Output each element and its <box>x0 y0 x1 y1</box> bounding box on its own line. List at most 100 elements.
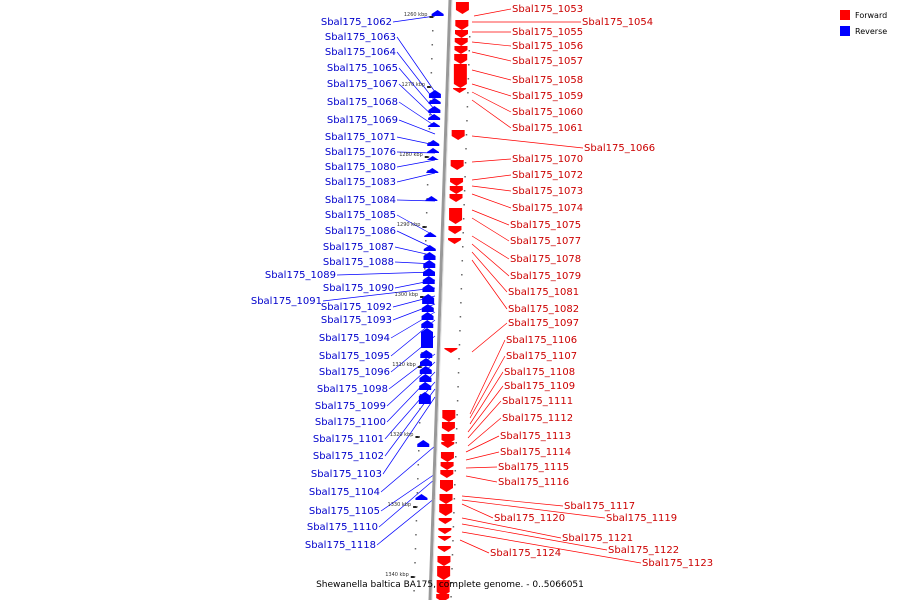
forward-gene-arrow <box>440 470 454 478</box>
reverse-gene-arrow <box>415 494 428 500</box>
gene-label-forward: Sbal175_1053 <box>512 4 583 15</box>
track-dot <box>461 260 464 262</box>
track-dot <box>421 352 423 354</box>
track-dot <box>467 78 470 80</box>
forward-gene-arrow <box>440 462 454 470</box>
reverse-gene-arrow <box>431 10 444 16</box>
forward-gene-arrow <box>449 186 463 194</box>
reverse-gene-arrow <box>421 304 434 312</box>
leader-line-forward <box>461 495 564 507</box>
leader-line-forward <box>471 235 510 260</box>
track-dot <box>416 506 418 508</box>
forward-gene-arrow <box>453 64 467 88</box>
gene-label-forward: Sbal175_1106 <box>506 335 577 346</box>
track-dot <box>423 296 425 298</box>
forward-gene-arrow <box>455 2 469 14</box>
gene-label-forward: Sbal175_1111 <box>502 396 573 407</box>
leader-line-forward <box>471 251 508 293</box>
leader-line-reverse <box>396 172 436 183</box>
kbp-ticks: 1260 kbp 1270 kbp 1280 kbp 1290 kbp 1300 kbp… <box>385 12 471 598</box>
gene-label-forward: Sbal175_1059 <box>512 91 583 102</box>
leader-line-forward <box>471 83 512 97</box>
leader-line-reverse <box>382 396 436 475</box>
gene-label-reverse: Sbal175_1088 <box>323 257 394 268</box>
gene-label-reverse: Sbal175_1084 <box>325 195 396 206</box>
leader-line-reverse <box>322 287 436 302</box>
gene-label-forward: Sbal175_1109 <box>504 381 575 392</box>
gene-label-forward: Sbal175_1097 <box>508 318 579 329</box>
reverse-gene-arrow <box>421 312 434 320</box>
gene-label-forward: Sbal175_1073 <box>512 186 583 197</box>
track-dot <box>419 408 421 410</box>
tick-mark <box>417 366 422 368</box>
forward-gene-arrow <box>441 442 455 448</box>
forward-gene-arrow <box>437 556 451 566</box>
forward-gene-arrow <box>441 422 455 432</box>
leader-line-reverse <box>384 381 436 440</box>
gene-label-reverse: Sbal175_1098 <box>317 384 388 395</box>
forward-gene-arrow <box>438 518 452 524</box>
leader-line-forward <box>467 385 504 433</box>
gene-label-forward: Sbal175_1121 <box>562 533 633 544</box>
leader-line-reverse <box>392 15 436 23</box>
reverse-gene-arrow <box>421 320 434 328</box>
reverse-gene-arrow <box>420 350 433 358</box>
leader-line-forward <box>471 209 510 226</box>
track-dot <box>420 366 423 368</box>
leader-line-forward <box>465 451 500 461</box>
gene-label-reverse: Sbal175_1110 <box>307 522 378 533</box>
track-dot <box>431 44 434 46</box>
leader-line-forward <box>469 371 504 425</box>
gene-label-reverse: Sbal175_1103 <box>311 469 382 480</box>
forward-gene-arrow <box>437 566 451 580</box>
gene-label-forward: Sbal175_1124 <box>490 548 561 559</box>
gene-labels: Sbal175_1062 Sbal175_1063 Sbal175_1064 Sbal… <box>251 4 713 569</box>
gene-label-reverse: Sbal175_1069 <box>327 115 398 126</box>
track-dot <box>426 184 429 186</box>
gene-label-forward: Sbal175_1123 <box>642 558 713 569</box>
leader-line-reverse <box>396 51 436 102</box>
track-dot <box>469 36 471 38</box>
gene-label-reverse: Sbal175_1101 <box>313 434 384 445</box>
track-dot <box>459 316 462 318</box>
gene-label-forward: Sbal175_1070 <box>512 154 583 165</box>
track-dot <box>427 170 429 172</box>
track-dot <box>453 512 455 514</box>
gene-label-reverse: Sbal175_1083 <box>325 177 396 188</box>
reverse-swatch <box>840 26 850 36</box>
track-dot <box>418 450 420 452</box>
gene-label-forward: Sbal175_1120 <box>494 513 565 524</box>
track-dot <box>418 422 421 424</box>
reverse-gene-arrow <box>426 156 439 160</box>
leader-line-reverse <box>378 478 436 528</box>
track-dot <box>464 176 466 178</box>
gene-label-forward: Sbal175_1112 <box>502 413 573 424</box>
gene-label-reverse: Sbal175_1086 <box>325 226 396 237</box>
forward-gene-arrow <box>440 480 453 492</box>
forward-gene-arrow <box>449 194 463 202</box>
gene-label-forward: Sbal175_1055 <box>512 27 583 38</box>
track-dot <box>463 190 466 192</box>
tick-mark <box>429 16 434 18</box>
leader-line-forward <box>465 475 498 483</box>
gene-label-reverse: Sbal175_1068 <box>327 97 398 108</box>
gene-label-reverse: Sbal175_1065 <box>327 63 398 74</box>
track-dot <box>419 394 422 396</box>
chromosome-axis <box>428 0 453 600</box>
tick-label: 1260 kbp <box>404 12 428 18</box>
track-dot <box>458 344 461 346</box>
track-dot <box>465 148 467 150</box>
leader-line-reverse <box>336 271 436 276</box>
reverse-gene-arrow <box>419 366 432 374</box>
leader-line-reverse <box>396 159 436 168</box>
track-dot <box>462 246 464 248</box>
leader-line-forward <box>469 355 506 419</box>
forward-gene-arrow <box>454 46 468 54</box>
leader-line-forward <box>471 41 512 47</box>
forward-gene-arrow <box>451 130 465 140</box>
track-dot <box>424 254 427 256</box>
track-dot <box>414 562 416 564</box>
leader-line-forward <box>459 539 490 554</box>
leader-line-forward <box>473 8 512 17</box>
tick-label: 1340 kbp <box>385 572 409 578</box>
